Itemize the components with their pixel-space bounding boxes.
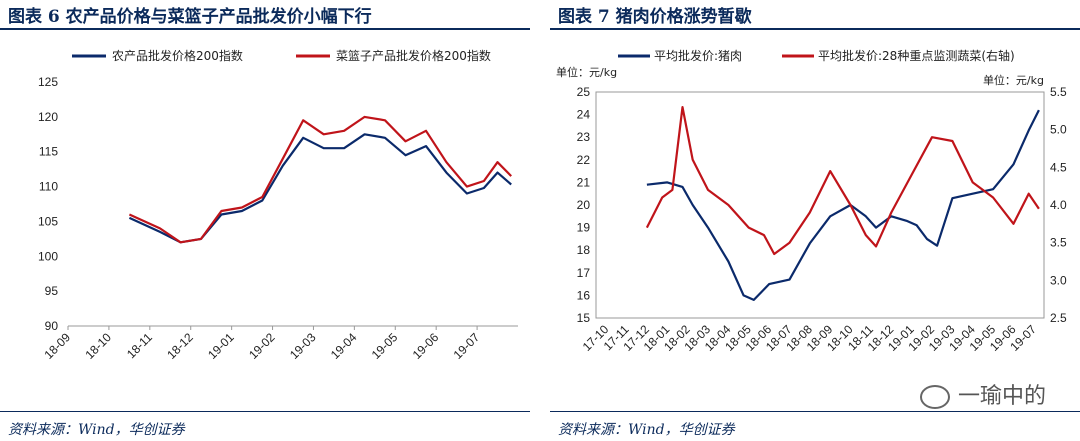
x-tick-label: 18-11 xyxy=(124,330,155,361)
y-tick-label-right: 5.0 xyxy=(1050,123,1067,137)
y-tick-label: 105 xyxy=(38,214,58,228)
x-tick-label: 19-04 xyxy=(328,330,360,362)
y-tick-label-right: 3.5 xyxy=(1050,236,1067,250)
y-tick-label: 90 xyxy=(45,319,59,333)
y-tick-label: 100 xyxy=(38,249,58,263)
y-tick-label-left: 20 xyxy=(577,198,591,212)
chart-title-7: 图表 7 猪肉价格涨势暂歇 xyxy=(558,7,752,27)
y-tick-label-left: 23 xyxy=(577,130,591,144)
series-line xyxy=(128,115,512,244)
legend-label: 平均批发价:猪肉 xyxy=(654,48,742,63)
y-tick-label-left: 21 xyxy=(577,175,591,189)
y-tick-label-left: 17 xyxy=(577,266,591,280)
series-line xyxy=(128,133,512,244)
watermark-text: 一瑜中的 xyxy=(957,384,1046,409)
y-tick-label-left: 15 xyxy=(577,311,591,325)
series-line xyxy=(646,109,1040,301)
chart-panel-2: 图表 7 猪肉价格涨势暂歇 15 16 17 18 19 20 21 22 23 24 25 2.5 3… xyxy=(550,0,1080,441)
y-tick-label: 125 xyxy=(38,75,58,89)
watermark: 一瑜中的 xyxy=(919,378,1046,410)
source-rule xyxy=(550,411,1080,412)
legend-label: 平均批发价:28种重点监测蔬菜(右轴) xyxy=(818,48,1015,63)
x-tick-label: 19-07 xyxy=(451,330,483,362)
y-tick-label-right: 3.0 xyxy=(1050,273,1067,287)
legend-label: 农产品批发价格200指数 xyxy=(112,48,243,63)
x-tick-label: 19-05 xyxy=(369,330,401,362)
x-tick-label: 18-12 xyxy=(164,330,196,362)
chart-panel-1: 图表 6 农产品价格与菜篮子产品批发价小幅下行 90 95 100 105 110 115… xyxy=(0,0,530,441)
series-line xyxy=(645,105,1040,256)
y-tick-label-left: 18 xyxy=(577,243,591,257)
y-tick-label-left: 22 xyxy=(577,153,591,167)
x-tick-label: 18-10 xyxy=(82,330,114,362)
y-tick-label: 95 xyxy=(45,284,59,298)
plot-frame xyxy=(595,91,1045,319)
y-tick-label-left: 19 xyxy=(577,221,591,235)
source-note-2: 资料来源：Wind，华创证券 xyxy=(558,422,735,438)
chart-title-6: 图表 6 农产品价格与菜篮子产品批发价小幅下行 xyxy=(8,7,372,27)
wechat-icon xyxy=(919,385,950,409)
x-tick-label: 19-06 xyxy=(410,330,442,362)
legend-label: 菜篮子产品批发价格200指数 xyxy=(336,48,491,63)
x-tick-label: 19-03 xyxy=(287,330,319,362)
source-rule xyxy=(0,411,530,412)
y-unit-left: 单位：元/kg xyxy=(556,65,617,79)
y-tick-label-right: 5.5 xyxy=(1050,85,1067,99)
source-note-1: 资料来源：Wind，华创证券 xyxy=(8,422,185,438)
y-tick-label: 115 xyxy=(39,145,58,159)
y-tick-label: 110 xyxy=(39,180,58,194)
y-tick-label-right: 4.5 xyxy=(1050,160,1067,174)
x-tick-label: 18-09 xyxy=(42,330,74,362)
x-tick-label: 19-01 xyxy=(205,330,237,362)
chart-2-svg: 15 16 17 18 19 20 21 22 23 24 25 2.5 3.0 3.5 4.0 4.5 5.0… xyxy=(556,48,1067,354)
title-rule xyxy=(550,28,1080,30)
title-rule xyxy=(0,28,530,30)
y-tick-label: 120 xyxy=(38,110,58,124)
y-tick-label-left: 24 xyxy=(577,108,591,122)
y-tick-label-right: 2.5 xyxy=(1050,311,1067,325)
y-tick-label-left: 25 xyxy=(577,85,591,99)
x-tick-label: 19-02 xyxy=(246,330,278,362)
y-tick-label-left: 16 xyxy=(577,288,591,302)
y-unit-right: 单位：元/kg xyxy=(983,73,1044,87)
y-tick-label-right: 4.0 xyxy=(1050,198,1067,212)
chart-1-svg: 90 95 100 105 110 115 120 125 18-09 18-10 18-11 18-… xyxy=(38,48,518,362)
